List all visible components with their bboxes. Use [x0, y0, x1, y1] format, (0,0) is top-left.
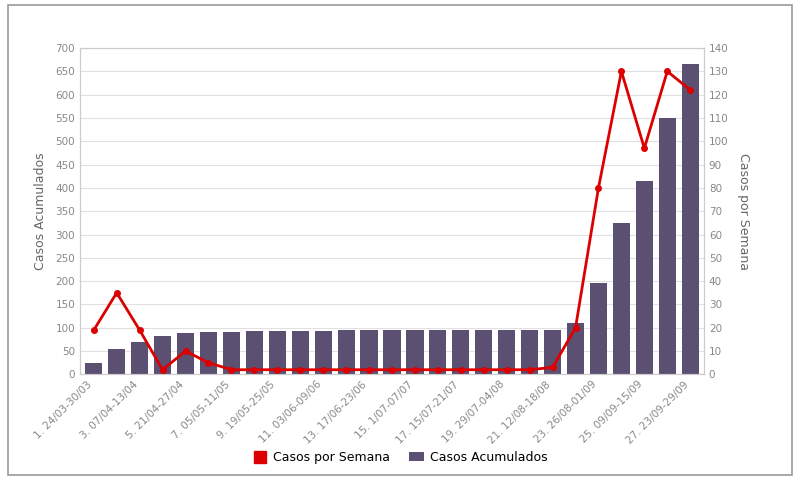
Bar	[314, 331, 332, 374]
Legend: Casos por Semana, Casos Acumulados: Casos por Semana, Casos Acumulados	[247, 446, 553, 469]
Bar	[361, 330, 378, 374]
Bar	[85, 363, 102, 374]
Bar	[246, 331, 263, 374]
Bar	[521, 330, 538, 374]
Bar	[452, 330, 470, 374]
Bar	[406, 330, 423, 374]
Bar	[682, 64, 699, 374]
Y-axis label: Casos Acumulados: Casos Acumulados	[34, 152, 47, 270]
Bar	[338, 330, 354, 374]
Bar	[177, 334, 194, 374]
Bar	[292, 331, 309, 374]
Bar	[383, 330, 401, 374]
Bar	[636, 181, 653, 374]
Bar	[269, 331, 286, 374]
Bar	[200, 332, 217, 374]
Bar	[544, 330, 561, 374]
Bar	[498, 330, 515, 374]
Bar	[567, 323, 584, 374]
Bar	[613, 223, 630, 374]
Bar	[131, 342, 148, 374]
Bar	[108, 349, 126, 374]
Bar	[154, 336, 171, 374]
Y-axis label: Casos por Semana: Casos por Semana	[737, 153, 750, 270]
Bar	[475, 330, 492, 374]
Bar	[430, 330, 446, 374]
Bar	[590, 284, 607, 374]
Bar	[658, 118, 676, 374]
Bar	[223, 332, 240, 374]
